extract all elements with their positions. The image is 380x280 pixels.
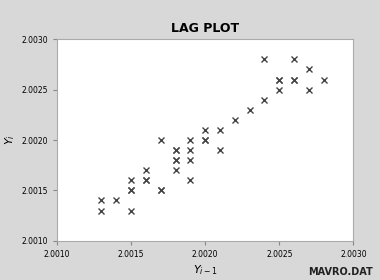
Y-axis label: $Y_i$: $Y_i$ [3,135,17,145]
Text: MAVRO.DAT: MAVRO.DAT [308,267,372,277]
X-axis label: $Y_{i-1}$: $Y_{i-1}$ [193,263,218,277]
Title: LAG PLOT: LAG PLOT [171,22,239,35]
